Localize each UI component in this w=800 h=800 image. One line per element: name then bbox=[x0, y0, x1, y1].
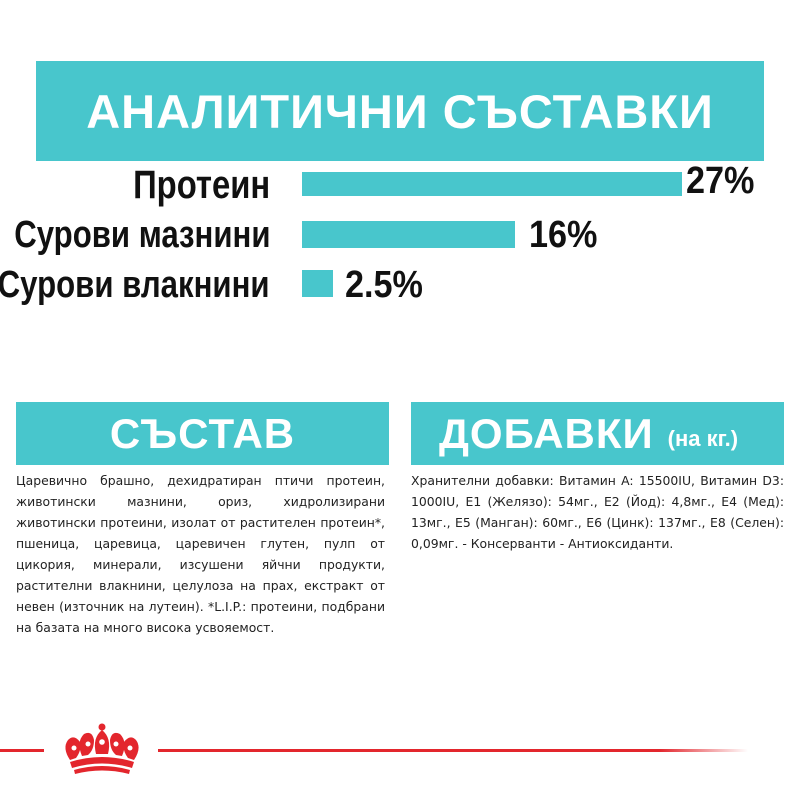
footer-line-left bbox=[0, 749, 44, 752]
composition-title: СЪСТАВ bbox=[109, 409, 296, 457]
composition-text: Царевично брашно, дехидратиран птичи про… bbox=[16, 473, 385, 635]
nutrient-value-protein: 27% bbox=[686, 160, 755, 202]
nutrient-label-protein: Протеин bbox=[132, 163, 270, 207]
additives-text: Хранителни добавки: Витамин A: 15500IU, … bbox=[411, 473, 784, 551]
additives-title-banner: ДОБАВКИ (на кг.) bbox=[411, 402, 784, 465]
analytical-title: АНАЛИТИЧНИ СЪСТАВКИ bbox=[86, 84, 714, 138]
crown-icon bbox=[65, 723, 139, 774]
additives-subtitle: (на кг.) bbox=[667, 425, 739, 451]
nutrient-label-fat: Сурови мазнини bbox=[13, 214, 270, 256]
nutrient-bar-protein bbox=[302, 172, 682, 196]
nutrient-value-fat: 16% bbox=[529, 214, 598, 256]
nutrient-label-fiber: Сурови влакнини bbox=[0, 264, 270, 306]
nutrient-bar-fiber bbox=[302, 270, 333, 297]
composition-title-banner: СЪСТАВ bbox=[16, 402, 389, 465]
footer-line-right bbox=[158, 749, 748, 752]
analytical-title-banner: АНАЛИТИЧНИ СЪСТАВКИ bbox=[36, 61, 764, 161]
additives-title: ДОБАВКИ bbox=[439, 409, 654, 457]
nutrient-bar-fat bbox=[302, 221, 515, 248]
nutrient-value-fiber: 2.5% bbox=[345, 264, 423, 306]
